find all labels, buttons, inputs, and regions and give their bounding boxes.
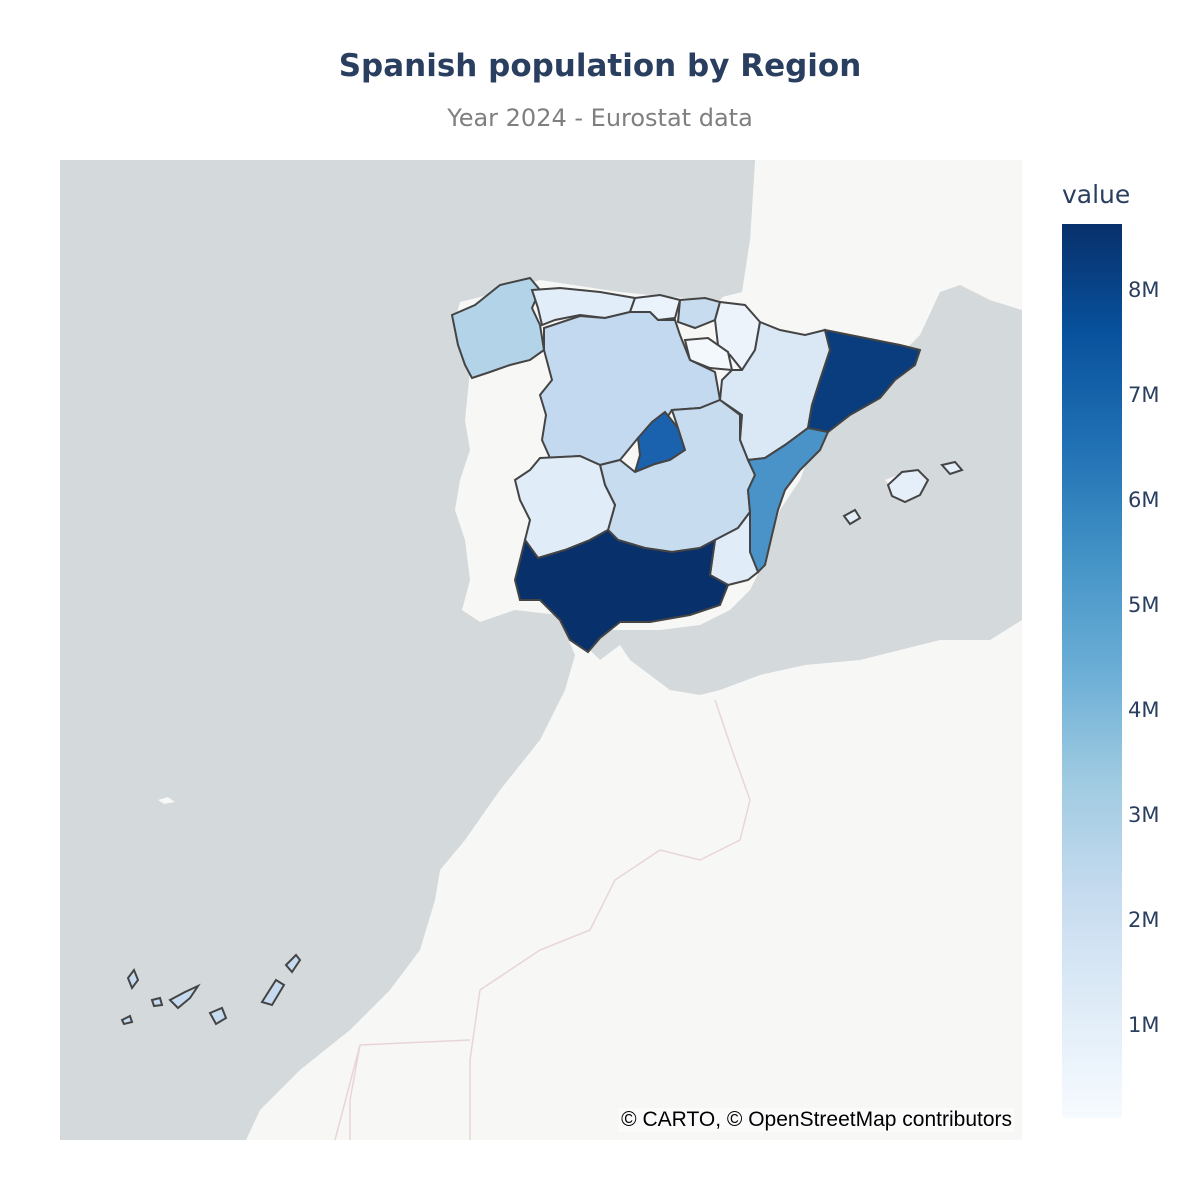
chart-subtitle: Year 2024 - Eurostat data [447, 104, 753, 132]
chart-title: Spanish population by Region [338, 48, 862, 84]
map-attribution[interactable]: © CARTO, © OpenStreetMap contributors [619, 1108, 1014, 1132]
colorbar [1062, 224, 1122, 1118]
region-canarias-lanzarote[interactable] [284, 953, 302, 974]
region-canarias-la-palma[interactable] [126, 967, 140, 991]
region-illes-balears-ibiza[interactable] [842, 508, 862, 526]
region-canarias-el-hierro[interactable] [120, 1014, 134, 1026]
colorbar-tick-5m: 5M [1128, 593, 1160, 617]
colorbar-tick-3m: 3M [1128, 803, 1160, 827]
colorbar-title: value [1062, 180, 1131, 209]
madeira-island [158, 797, 175, 804]
region-canarias-tenerife[interactable] [168, 983, 201, 1010]
region-canarias-la-gomera[interactable] [150, 996, 164, 1008]
border-line [469, 699, 751, 1140]
region-canarias-fuerteventura[interactable] [260, 978, 286, 1007]
map-canvas[interactable] [60, 160, 1022, 1140]
region-andalucia[interactable] [513, 528, 730, 654]
colorbar-tick-8m: 8M [1128, 278, 1160, 302]
border-line-3 [334, 1044, 361, 1140]
colorbar-tick-2m: 2M [1128, 908, 1160, 932]
region-illes-balears-menorca[interactable] [940, 460, 964, 476]
atlantic-ocean [60, 160, 755, 1140]
region-illes-balears-mallorca[interactable] [886, 468, 930, 504]
colorbar-tick-6m: 6M [1128, 488, 1160, 512]
colorbar-tick-4m: 4M [1128, 698, 1160, 722]
map-panel[interactable]: © CARTO, © OpenStreetMap contributors [60, 160, 1022, 1140]
bay-of-biscay [620, 160, 755, 300]
mediterranean-sea [590, 285, 1022, 695]
region-canarias-gran-canaria[interactable] [208, 1006, 228, 1026]
region-cataluna[interactable] [806, 328, 922, 434]
colorbar-tick-7m: 7M [1128, 383, 1160, 407]
colorbar-tick-1m: 1M [1128, 1013, 1160, 1037]
border-line-2 [349, 1039, 471, 1140]
